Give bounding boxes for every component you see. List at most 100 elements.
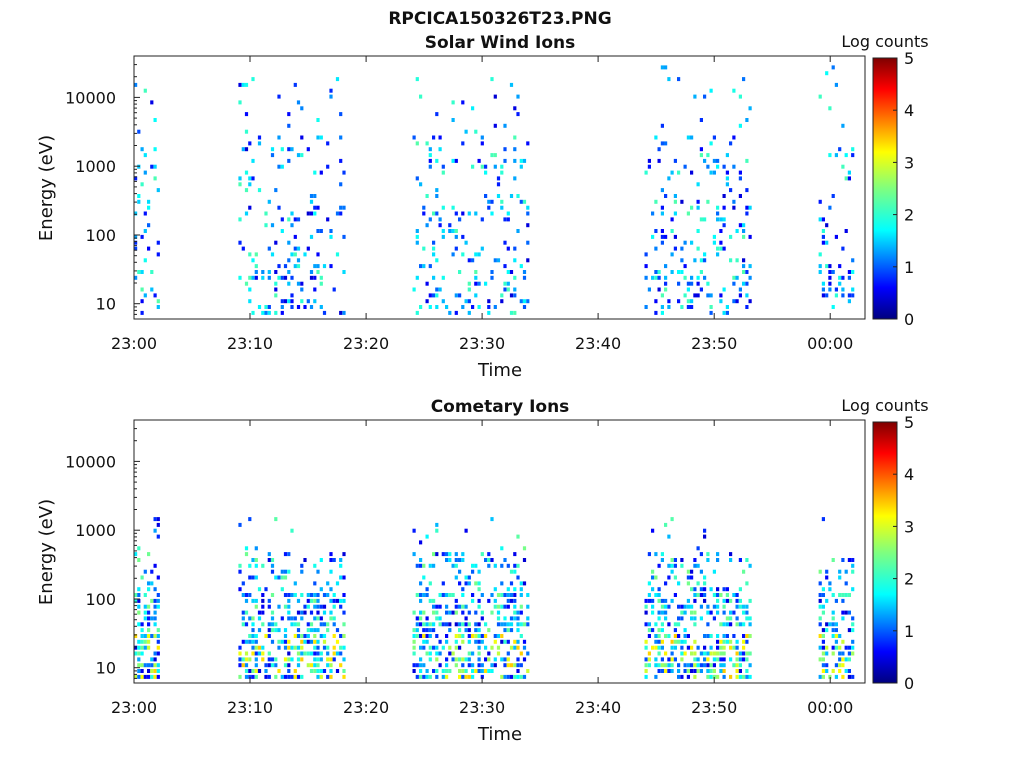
spectrogram-cell xyxy=(264,587,268,592)
spectrogram-cell xyxy=(657,270,661,274)
spectrogram-cell xyxy=(690,299,694,304)
spectrogram-cell xyxy=(270,558,275,562)
spectrogram-cell xyxy=(150,100,154,105)
spectrogram-cell xyxy=(519,622,523,627)
spectrogram-cell xyxy=(742,634,746,638)
spectrogram-cell xyxy=(699,118,703,122)
spectrogram-cell xyxy=(329,264,333,269)
spectrogram-cell xyxy=(686,575,690,580)
spectrogram-cell xyxy=(847,299,851,304)
spectrogram-cell xyxy=(435,194,439,198)
spectrogram-cell xyxy=(290,299,294,304)
spectrogram-cell xyxy=(339,575,343,580)
spectrogram-cell xyxy=(657,563,661,568)
spectrogram-cell xyxy=(467,281,471,286)
spectrogram-cell xyxy=(432,135,436,140)
spectrogram-cell xyxy=(480,164,484,169)
spectrogram-cell xyxy=(821,293,825,298)
spectrogram-cell xyxy=(254,645,258,650)
spectrogram-cell xyxy=(283,604,288,609)
spectrogram-cell xyxy=(509,270,514,274)
spectrogram-cell xyxy=(319,305,323,309)
spectrogram-cell xyxy=(428,147,432,152)
spectrogram-cell xyxy=(670,170,674,175)
spectrogram-cell xyxy=(287,299,291,304)
spectrogram-cell xyxy=(735,651,739,656)
spectrogram-cell xyxy=(137,546,141,551)
spectrogram-cell xyxy=(477,634,481,638)
spectrogram-cell xyxy=(140,645,144,650)
spectrogram-cell xyxy=(326,593,330,597)
spectrogram-cell xyxy=(270,610,275,615)
spectrogram-cell xyxy=(513,106,517,111)
spectrogram-cell xyxy=(147,205,151,210)
spectrogram-cell xyxy=(283,299,288,304)
spectrogram-cell xyxy=(300,616,304,621)
spectrogram-cell xyxy=(441,645,445,650)
spectrogram-cell xyxy=(657,598,661,603)
spectrogram-cell xyxy=(838,669,842,673)
spectrogram-cell xyxy=(432,622,436,627)
spectrogram-cell xyxy=(703,528,707,533)
spectrogram-cell xyxy=(838,569,842,574)
spectrogram-cell xyxy=(690,610,694,615)
spectrogram-cell xyxy=(474,610,478,615)
spectrogram-cell xyxy=(834,234,838,239)
spectrogram-cell xyxy=(664,522,668,527)
spectrogram-cell xyxy=(644,598,648,603)
spectrogram-cell xyxy=(425,194,429,198)
spectrogram-cell xyxy=(680,270,684,274)
spectrogram-cell xyxy=(454,575,458,580)
spectrogram-cell xyxy=(506,628,510,633)
spectrogram-cell xyxy=(493,598,497,603)
spectrogram-cell xyxy=(270,569,275,574)
spectrogram-cell xyxy=(296,651,301,656)
spectrogram-cell xyxy=(729,558,733,562)
spectrogram-cell xyxy=(280,275,284,280)
spectrogram-cell xyxy=(722,246,726,251)
spectrogram-cell xyxy=(651,234,655,239)
spectrogram-cell xyxy=(296,657,301,662)
spectrogram-cell xyxy=(153,598,157,603)
spectrogram-cell xyxy=(435,552,439,557)
spectrogram-cell xyxy=(657,158,661,163)
x-axis: 23:00 23:10 23:20 23:30 23:40 23:50 00:00 xyxy=(111,56,853,353)
spectrogram-cell xyxy=(480,639,484,644)
spectrogram-cell xyxy=(742,234,746,239)
spectrogram-cell xyxy=(313,205,317,210)
spectrogram-cell xyxy=(140,310,144,315)
spectrogram-cell xyxy=(283,569,288,574)
spectrogram-cell xyxy=(474,293,478,298)
spectrogram-cell xyxy=(254,270,258,274)
spectrogram-cell xyxy=(244,663,249,668)
spectrogram-cell xyxy=(300,610,304,615)
spectrogram-cell xyxy=(716,651,720,656)
spectrogram-cell xyxy=(244,552,249,557)
spectrogram-cell xyxy=(847,657,851,662)
spectrogram-cell xyxy=(834,663,838,668)
spectrogram-cell xyxy=(480,634,484,638)
spectrogram-cell xyxy=(313,628,317,633)
spectrogram-cell xyxy=(851,287,855,292)
spectrogram-cell xyxy=(264,674,268,679)
spectrogram-cell xyxy=(841,164,845,169)
spectrogram-cell xyxy=(664,275,668,280)
spectrogram-cell xyxy=(306,639,310,644)
spectrogram-cell xyxy=(261,610,265,615)
spectrogram-cell xyxy=(280,575,284,580)
spectrogram-cell xyxy=(428,657,432,662)
spectrogram-cell xyxy=(445,674,449,679)
spectrogram-cell xyxy=(274,663,278,668)
spectrogram-cell xyxy=(696,546,700,551)
spectrogram-cell xyxy=(441,234,445,239)
spectrogram-cell xyxy=(851,558,855,562)
spectrogram-cell xyxy=(137,610,141,615)
spectrogram-cell xyxy=(493,587,497,592)
x-tick-label: 00:00 xyxy=(807,334,853,353)
spectrogram-cell xyxy=(438,593,442,597)
spectrogram-cell xyxy=(716,610,720,615)
spectrogram-cell xyxy=(680,674,684,679)
spectrogram-cell xyxy=(729,616,733,621)
spectrogram-cell xyxy=(477,587,481,592)
spectrogram-cell xyxy=(435,674,439,679)
